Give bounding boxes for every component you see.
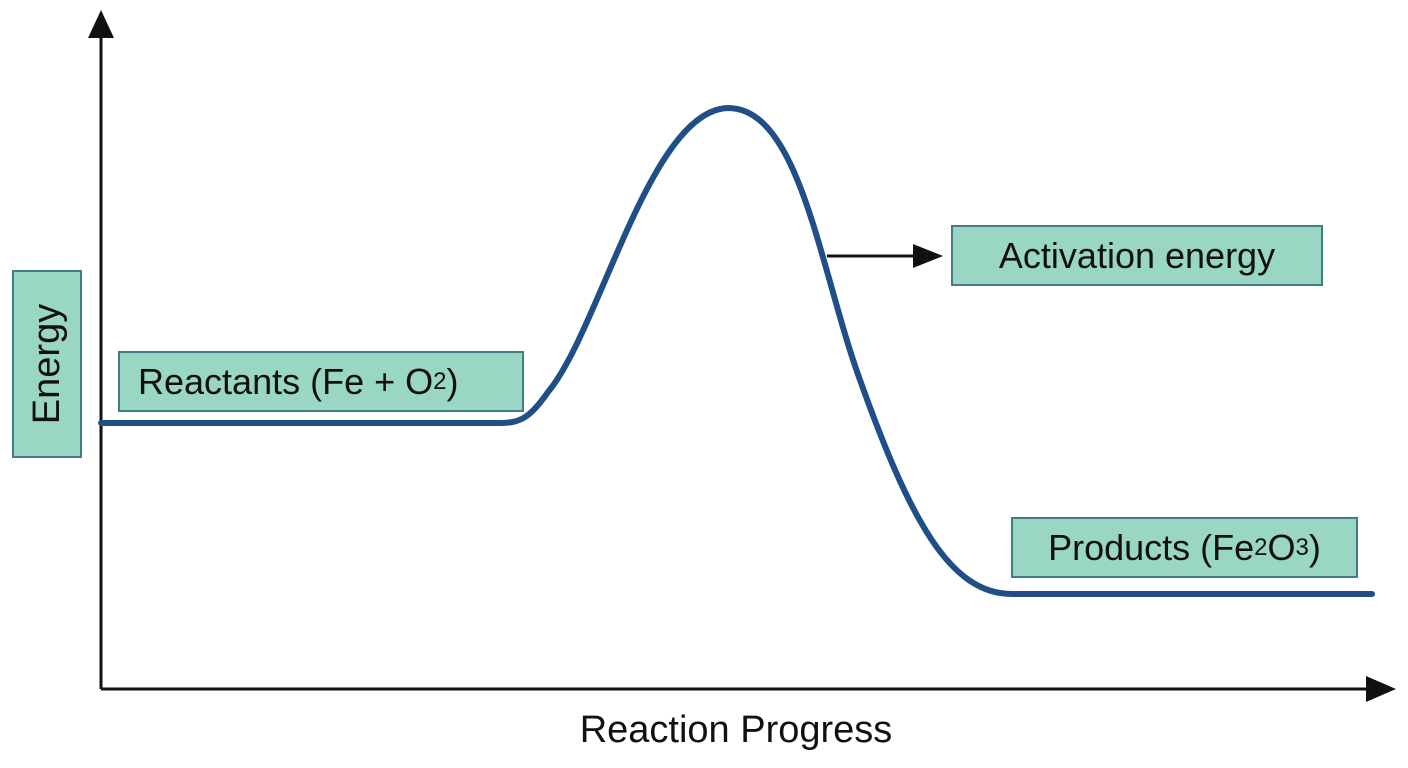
energy-curve xyxy=(98,105,1375,597)
y-axis-label-box: Energy xyxy=(12,270,82,458)
reactants-label: Reactants (Fe + O xyxy=(138,360,434,402)
x-axis-label: Reaction Progress xyxy=(579,709,893,751)
activation-arrowhead xyxy=(913,244,943,268)
y-axis-label: Energy xyxy=(26,303,68,425)
y-axis-arrowhead xyxy=(88,10,114,38)
activation-energy-label-box: Activation energy xyxy=(951,225,1323,286)
products-suffix: ) xyxy=(1308,526,1321,568)
products-mid: O xyxy=(1267,526,1296,568)
products-label-box: Products (Fe 2 O 3) xyxy=(1011,517,1358,578)
products-label: Products (Fe xyxy=(1048,526,1255,568)
x-axis-arrowhead xyxy=(1366,676,1396,702)
reactants-suffix: ) xyxy=(446,360,459,402)
reactants-label-box: Reactants (Fe + O 2) xyxy=(118,351,524,412)
activation-energy-label: Activation energy xyxy=(998,234,1276,276)
